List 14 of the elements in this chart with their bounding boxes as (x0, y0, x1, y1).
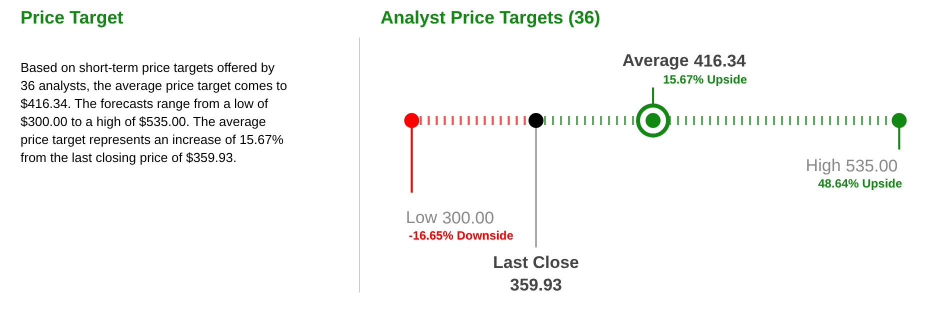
text: -16.65% Downside (408, 228, 514, 242)
data-label: 359.93 (510, 276, 562, 294)
category-label: High (806, 156, 841, 175)
text: 15.67% Upside (662, 72, 748, 86)
text: 48.64% Upside (818, 176, 902, 190)
data-label: 300.00 (442, 208, 494, 228)
text: Price Target (20, 8, 124, 28)
data-label: 535.00 (846, 156, 898, 176)
category-label: Average (622, 51, 689, 70)
category-label: Last Close (493, 253, 580, 272)
text: Analyst Price Targets (36) (380, 8, 600, 28)
text: Based on short-term price targets offered by 36 analysts, the average price target comes to $416.34. The forecasts range from a low of $300.00 to a high of $535.00. The average price target represents an increase of 15.67% from the last closing price of $359.93. (20, 60, 288, 165)
category-label: Low (406, 208, 438, 227)
data-label: 416.34 (694, 52, 746, 70)
